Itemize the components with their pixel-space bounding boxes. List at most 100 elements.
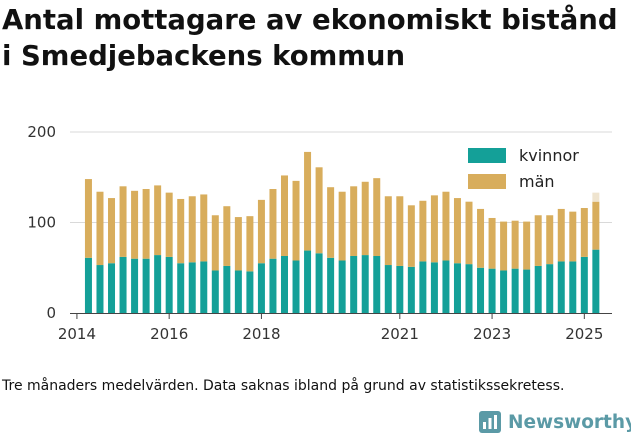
bar-kvinnor (188, 262, 196, 313)
newsworthy-logo-icon (479, 411, 501, 433)
bar-man (165, 192, 173, 257)
bar-kvinnor (580, 256, 588, 313)
bar-man (246, 216, 254, 272)
bar-man (361, 181, 369, 256)
bar-kvinnor (338, 260, 346, 313)
bar-kvinnor (569, 261, 577, 313)
x-tick-label: 2023 (473, 325, 511, 343)
bar-kvinnor (165, 256, 173, 313)
legend-label-kvinnor: kvinnor (519, 146, 579, 165)
bar-man (154, 185, 162, 256)
bar-kvinnor (292, 260, 300, 313)
bar-kvinnor (177, 263, 185, 313)
bar-faded-cap (592, 192, 600, 202)
y-tick-label: 0 (46, 304, 56, 322)
bar-man (384, 196, 392, 266)
bar-kvinnor (557, 261, 565, 313)
bar-man (84, 179, 92, 258)
bar-man (177, 198, 185, 264)
x-axis: 2014 2016 2018 2021 2023 2025 (58, 313, 612, 343)
bar-man (304, 151, 312, 251)
bar-kvinnor (211, 270, 219, 313)
bar-kvinnor (500, 270, 508, 313)
bar-man (407, 205, 415, 267)
legend-swatch-kvinnor (468, 148, 506, 163)
y-axis-labels: 0 100 200 (27, 123, 56, 322)
bar-kvinnor (407, 266, 415, 313)
x-tick-label: 2014 (58, 325, 96, 343)
bar-kvinnor (361, 255, 369, 313)
bar-kvinnor (477, 267, 485, 313)
bar-man (569, 211, 577, 262)
bar-kvinnor (419, 261, 427, 313)
bar-kvinnor (131, 258, 139, 313)
bar-man (280, 175, 288, 256)
bar-man (327, 187, 335, 258)
x-tick-label: 2025 (565, 325, 603, 343)
bar-man (142, 189, 150, 259)
bar-man (523, 221, 531, 270)
bar-man (534, 215, 542, 266)
bar-kvinnor (154, 255, 162, 313)
bar-kvinnor (108, 263, 116, 313)
bar-man (200, 194, 208, 262)
bar-man (557, 208, 565, 262)
x-tick-label: 2016 (150, 325, 188, 343)
bar-kvinnor (257, 263, 265, 313)
bar-man (465, 201, 473, 265)
brand[interactable]: Newsworthy (478, 408, 631, 436)
legend-swatch-man (468, 174, 506, 189)
bar-kvinnor (234, 270, 242, 313)
bar-kvinnor (304, 250, 312, 313)
bar-kvinnor (200, 261, 208, 313)
bar-man (546, 215, 554, 265)
chart-title: Antal mottagare av ekonomiskt bistånd i … (2, 4, 618, 72)
bar-man (592, 201, 600, 250)
y-tick-label: 200 (27, 123, 56, 141)
bar-kvinnor (84, 257, 92, 313)
y-tick-label: 100 (27, 214, 56, 232)
bar-kvinnor (350, 255, 358, 313)
bar-kvinnor (396, 265, 404, 313)
bar-kvinnor (442, 260, 450, 313)
bar-man (96, 191, 104, 266)
x-tick-label: 2018 (242, 325, 280, 343)
bar-man (500, 221, 508, 271)
bar-kvinnor (223, 265, 231, 313)
bar-man (211, 215, 219, 271)
bar-kvinnor (327, 257, 335, 313)
bar-kvinnor (373, 255, 381, 313)
bar-man (396, 196, 404, 266)
bars (84, 151, 600, 313)
bar-man (119, 186, 127, 257)
bar-kvinnor (142, 258, 150, 313)
bar-man (442, 191, 450, 261)
bar-kvinnor (246, 271, 254, 313)
bar-man (488, 217, 496, 269)
footnote: Tre månaders medelvärden. Data saknas ib… (2, 378, 565, 394)
bar-man (223, 206, 231, 266)
bar-kvinnor (488, 268, 496, 313)
bar-man (131, 190, 139, 259)
bar-man (315, 167, 323, 254)
bar-kvinnor (269, 258, 277, 313)
bar-man (430, 195, 438, 263)
x-tick-label: 2021 (381, 325, 419, 343)
bar-kvinnor (546, 264, 554, 313)
bar-kvinnor (465, 264, 473, 313)
brand-name: Newsworthy (508, 411, 631, 433)
bar-man (108, 198, 116, 264)
bar-kvinnor (511, 268, 519, 313)
legend-label-man: män (519, 172, 555, 191)
bar-man (292, 180, 300, 261)
bar-man (373, 178, 381, 256)
bar-kvinnor (96, 265, 104, 313)
bar-man (511, 220, 519, 269)
bar-kvinnor (119, 256, 127, 313)
bar-man (453, 198, 461, 264)
bar-kvinnor (384, 265, 392, 313)
bar-man (350, 186, 358, 256)
bar-man (338, 191, 346, 261)
bar-man (188, 196, 196, 263)
